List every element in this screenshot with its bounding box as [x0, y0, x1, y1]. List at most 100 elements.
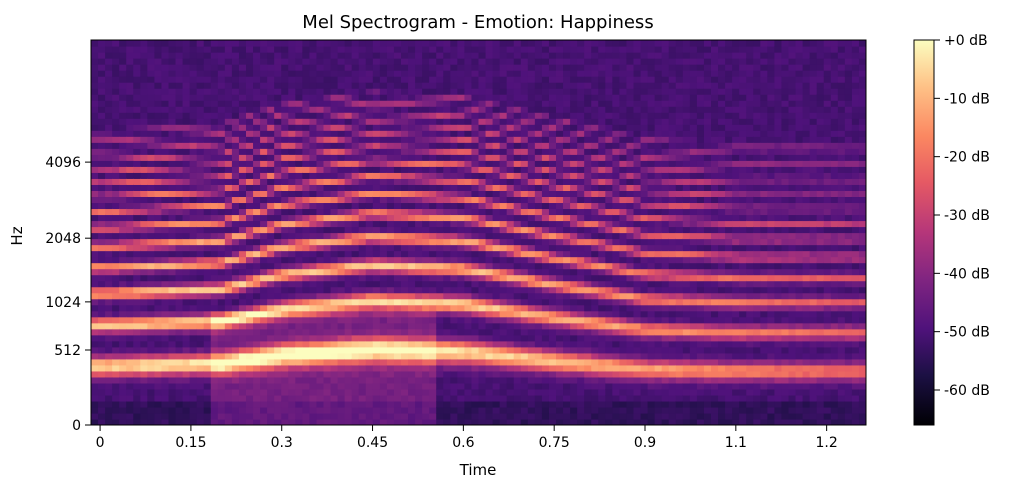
spectrogram-cell — [344, 154, 353, 161]
spectrogram-cell — [217, 346, 226, 354]
spectrogram-cell — [323, 160, 332, 167]
spectrogram-cell — [253, 388, 261, 396]
spectrogram-cell — [450, 244, 458, 252]
spectrogram-cell — [612, 178, 621, 185]
spectrogram-cell — [492, 268, 501, 276]
spectrogram-cell — [168, 274, 177, 282]
spectrogram-cell — [175, 316, 184, 324]
spectrogram-cell — [274, 310, 282, 318]
spectrogram-cell — [98, 124, 106, 131]
spectrogram-cell — [98, 166, 106, 173]
spectrogram-cell — [379, 316, 388, 324]
spectrogram-cell — [619, 94, 628, 101]
spectrogram-cell — [323, 334, 332, 342]
spectrogram-cell — [570, 118, 578, 125]
spectrogram-cell — [126, 190, 134, 198]
spectrogram-cell — [238, 412, 247, 420]
spectrogram-cell — [358, 412, 367, 420]
spectrogram-cell — [182, 232, 191, 240]
spectrogram-cell — [401, 154, 409, 161]
spectrogram-cell — [224, 262, 233, 270]
spectrogram-cell — [210, 238, 219, 246]
spectrogram-cell — [133, 52, 141, 59]
spectrogram-cell — [161, 226, 170, 234]
spectrogram-cell — [492, 310, 501, 318]
spectrogram-cell — [161, 286, 170, 294]
spectrogram-cell — [281, 412, 289, 420]
spectrogram-cell — [126, 310, 134, 318]
spectrogram-cell — [513, 100, 522, 107]
spectrogram-cell — [316, 364, 325, 372]
spectrogram-cell — [436, 184, 444, 191]
spectrogram-cell — [478, 40, 487, 47]
spectrogram-cell — [393, 172, 402, 179]
spectrogram-cell — [563, 94, 571, 101]
spectrogram-cell — [168, 268, 177, 276]
spectrogram-cell — [626, 250, 635, 258]
spectrogram-cell — [520, 124, 529, 131]
spectrogram-cell — [450, 352, 458, 360]
spectrogram-cell — [450, 286, 458, 294]
spectrogram-cell — [584, 202, 592, 210]
spectrogram-cell — [351, 196, 360, 204]
spectrogram-cell — [260, 46, 268, 53]
spectrogram-cell — [253, 208, 261, 216]
spectrogram-cell — [415, 292, 423, 300]
spectrogram-cell — [548, 76, 557, 83]
spectrogram-cell — [464, 94, 473, 101]
spectrogram-cell — [91, 100, 99, 107]
spectrogram-cell — [633, 94, 642, 101]
spectrogram-cell — [147, 268, 156, 276]
spectrogram-cell — [612, 280, 621, 288]
spectrogram-cell — [541, 94, 550, 101]
spectrogram-cell — [492, 154, 501, 161]
spectrogram-cell — [408, 106, 416, 113]
spectrogram-cell — [316, 142, 325, 149]
spectrogram-cell — [393, 148, 402, 155]
spectrogram-cell — [274, 46, 282, 53]
spectrogram-cell — [182, 100, 191, 107]
spectrogram-cell — [577, 196, 585, 204]
spectrogram-cell — [253, 106, 261, 113]
spectrogram-cell — [415, 304, 423, 312]
spectrogram-cell — [126, 70, 134, 77]
spectrogram-cell — [379, 82, 388, 89]
spectrogram-cell — [605, 382, 613, 390]
spectrogram-cell — [520, 322, 529, 330]
spectrogram-cell — [429, 394, 437, 402]
spectrogram-cell — [372, 118, 381, 125]
spectrogram-cell — [238, 316, 247, 324]
spectrogram-cell — [633, 406, 642, 414]
spectrogram-cell — [506, 154, 515, 161]
spectrogram-cell — [231, 46, 240, 53]
spectrogram-cell — [471, 208, 480, 216]
spectrogram-cell — [443, 112, 451, 119]
spectrogram-cell — [154, 214, 163, 222]
spectrogram-cell — [182, 214, 191, 222]
spectrogram-cell — [626, 280, 635, 288]
spectrogram-cell — [513, 268, 522, 276]
spectrogram-cell — [98, 52, 106, 59]
spectrogram-cell — [605, 130, 613, 137]
spectrogram-cell — [196, 154, 205, 161]
spectrogram-cell — [161, 340, 170, 348]
spectrogram-cell — [351, 70, 360, 77]
spectrogram-cell — [563, 118, 571, 125]
spectrogram-cell — [548, 274, 557, 282]
spectrogram-cell — [415, 166, 423, 173]
spectrogram-cell — [154, 280, 163, 288]
spectrogram-cell — [408, 406, 416, 414]
spectrogram-cell — [323, 76, 332, 83]
spectrogram-cell — [281, 322, 289, 330]
spectrogram-cell — [626, 106, 635, 113]
spectrogram-cell — [401, 340, 409, 348]
spectrogram-cell — [309, 76, 318, 83]
spectrogram-cell — [372, 244, 381, 252]
spectrogram-cell — [112, 148, 120, 155]
spectrogram-cell — [527, 388, 536, 396]
spectrogram-cell — [365, 214, 374, 222]
spectrogram-cell — [457, 388, 466, 396]
spectrogram-cell — [189, 394, 198, 402]
spectrogram-cell — [351, 262, 360, 270]
spectrogram-cell — [140, 184, 148, 191]
